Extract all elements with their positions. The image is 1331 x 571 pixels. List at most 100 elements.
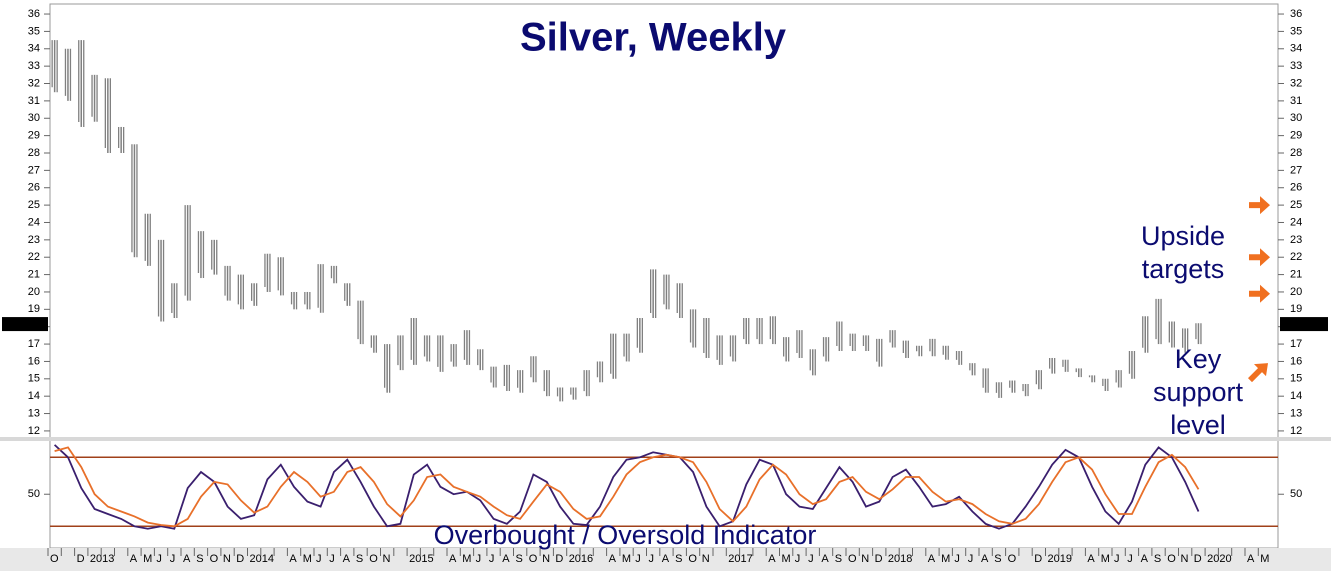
x-tick-label: A: [1247, 553, 1255, 565]
price-bar: [264, 253, 271, 293]
x-tick-label: D: [555, 553, 563, 565]
y-tick-label-right: 14: [1290, 390, 1302, 402]
x-tick-label: D: [1034, 553, 1042, 565]
annotation: support: [1153, 377, 1244, 407]
x-tick-label: A: [502, 553, 510, 565]
x-tick-label: J: [329, 553, 335, 565]
y-tick-label: 23: [28, 234, 40, 246]
y-tick-label: 31: [28, 95, 40, 107]
price-bar: [1128, 350, 1136, 380]
y-tick-label: 35: [28, 25, 40, 37]
y-tick-label-right: 12: [1290, 425, 1302, 437]
x-tick-label: J: [1127, 553, 1133, 565]
support-arrow: [1248, 363, 1268, 383]
x-tick-label: J: [795, 553, 801, 565]
x-tick-label: J: [489, 553, 495, 565]
price-bar: [716, 334, 723, 366]
y-tick-label: 27: [28, 164, 40, 176]
price-bar: [477, 348, 484, 371]
price-bar: [623, 332, 630, 363]
target-arrow: [1249, 196, 1270, 215]
y-tick-label: 32: [28, 77, 40, 89]
x-tick-label: S: [516, 553, 523, 565]
price-bar: [463, 329, 471, 366]
y-tick-label-right: 22: [1290, 251, 1302, 263]
x-tick-label: S: [675, 553, 682, 565]
price-bar: [171, 282, 178, 319]
price-bar: [1102, 378, 1109, 392]
x-tick-label: D: [77, 553, 85, 565]
y-tick-label: 33: [28, 60, 40, 72]
x-tick-label: 2018: [888, 553, 912, 565]
price-bar: [969, 362, 976, 376]
x-tick-label: 2014: [250, 553, 274, 565]
chart-title: Silver, Weekly: [520, 16, 787, 60]
price-bar: [743, 317, 750, 345]
price-bar: [344, 282, 351, 307]
panel-divider: [0, 437, 1331, 441]
price-bar: [822, 336, 830, 363]
y-tick-label: 20: [28, 286, 40, 298]
y-tick-label: 24: [28, 216, 40, 228]
y-tick-label: 36: [28, 8, 40, 20]
x-tick-label: 2019: [1048, 553, 1072, 565]
x-tick-label: S: [196, 553, 203, 565]
y-tick-label: 12: [28, 425, 40, 437]
price-bar: [1142, 315, 1149, 354]
price-bar: [862, 334, 870, 352]
y-tick-label-right: 30: [1290, 112, 1302, 124]
price-bar: [1155, 298, 1162, 345]
x-tick-label: O: [1167, 553, 1176, 565]
x-tick-label: A: [289, 553, 297, 565]
y-tick-label: 13: [28, 407, 40, 419]
price-bar: [942, 345, 949, 361]
price-bar: [383, 343, 391, 394]
x-tick-label: J: [1114, 553, 1120, 565]
x-tick-label: J: [649, 553, 655, 565]
x-tick-label: 2013: [90, 553, 114, 565]
price-bar: [570, 386, 577, 401]
price-bar: [689, 308, 697, 349]
x-tick-label: A: [1087, 553, 1095, 565]
y-tick-label: 17: [28, 338, 40, 350]
x-tick-label: D: [236, 553, 244, 565]
price-bar: [184, 204, 191, 302]
y-tick-label-right: 25: [1290, 199, 1302, 211]
price-bar: [330, 265, 338, 284]
price-bar: [769, 315, 776, 345]
price-bar: [1022, 383, 1029, 397]
y-tick-label-right: 27: [1290, 164, 1302, 176]
x-tick-label: M: [941, 553, 950, 565]
x-tick-label: J: [476, 553, 482, 565]
x-tick-label: M: [303, 553, 312, 565]
price-bar: [729, 334, 737, 363]
price-bar: [250, 282, 258, 307]
price-bar: [64, 48, 72, 102]
y-tick-label: 29: [28, 130, 40, 142]
x-tick-label: A: [662, 553, 670, 565]
y-tick-label-right: 20: [1290, 286, 1302, 298]
price-bar: [929, 338, 936, 357]
x-tick-label: 2016: [569, 553, 593, 565]
y-tick-label: 34: [28, 43, 40, 55]
last-value-box: [2, 317, 48, 332]
price-bar: [450, 343, 457, 368]
x-tick-label: O: [210, 553, 219, 565]
price-bar: [517, 369, 524, 394]
x-tick-label: A: [1141, 553, 1149, 565]
price-bar: [397, 334, 404, 371]
indicator-title: Overbought / Oversold Indicator: [434, 520, 817, 550]
price-bar: [955, 350, 963, 366]
price-bar: [131, 143, 138, 258]
x-tick-label: A: [183, 553, 191, 565]
y-tick-label-right: 31: [1290, 95, 1302, 107]
price-bar: [1035, 369, 1042, 390]
x-tick-label: 2015: [409, 553, 433, 565]
x-tick-label: O: [369, 553, 378, 565]
y-tick-label-right: 17: [1290, 338, 1302, 350]
x-tick-label: S: [1154, 553, 1161, 565]
price-bar: [650, 268, 657, 319]
price-bar: [836, 320, 843, 352]
price-bar: [1088, 374, 1096, 383]
price-bar: [91, 74, 98, 123]
